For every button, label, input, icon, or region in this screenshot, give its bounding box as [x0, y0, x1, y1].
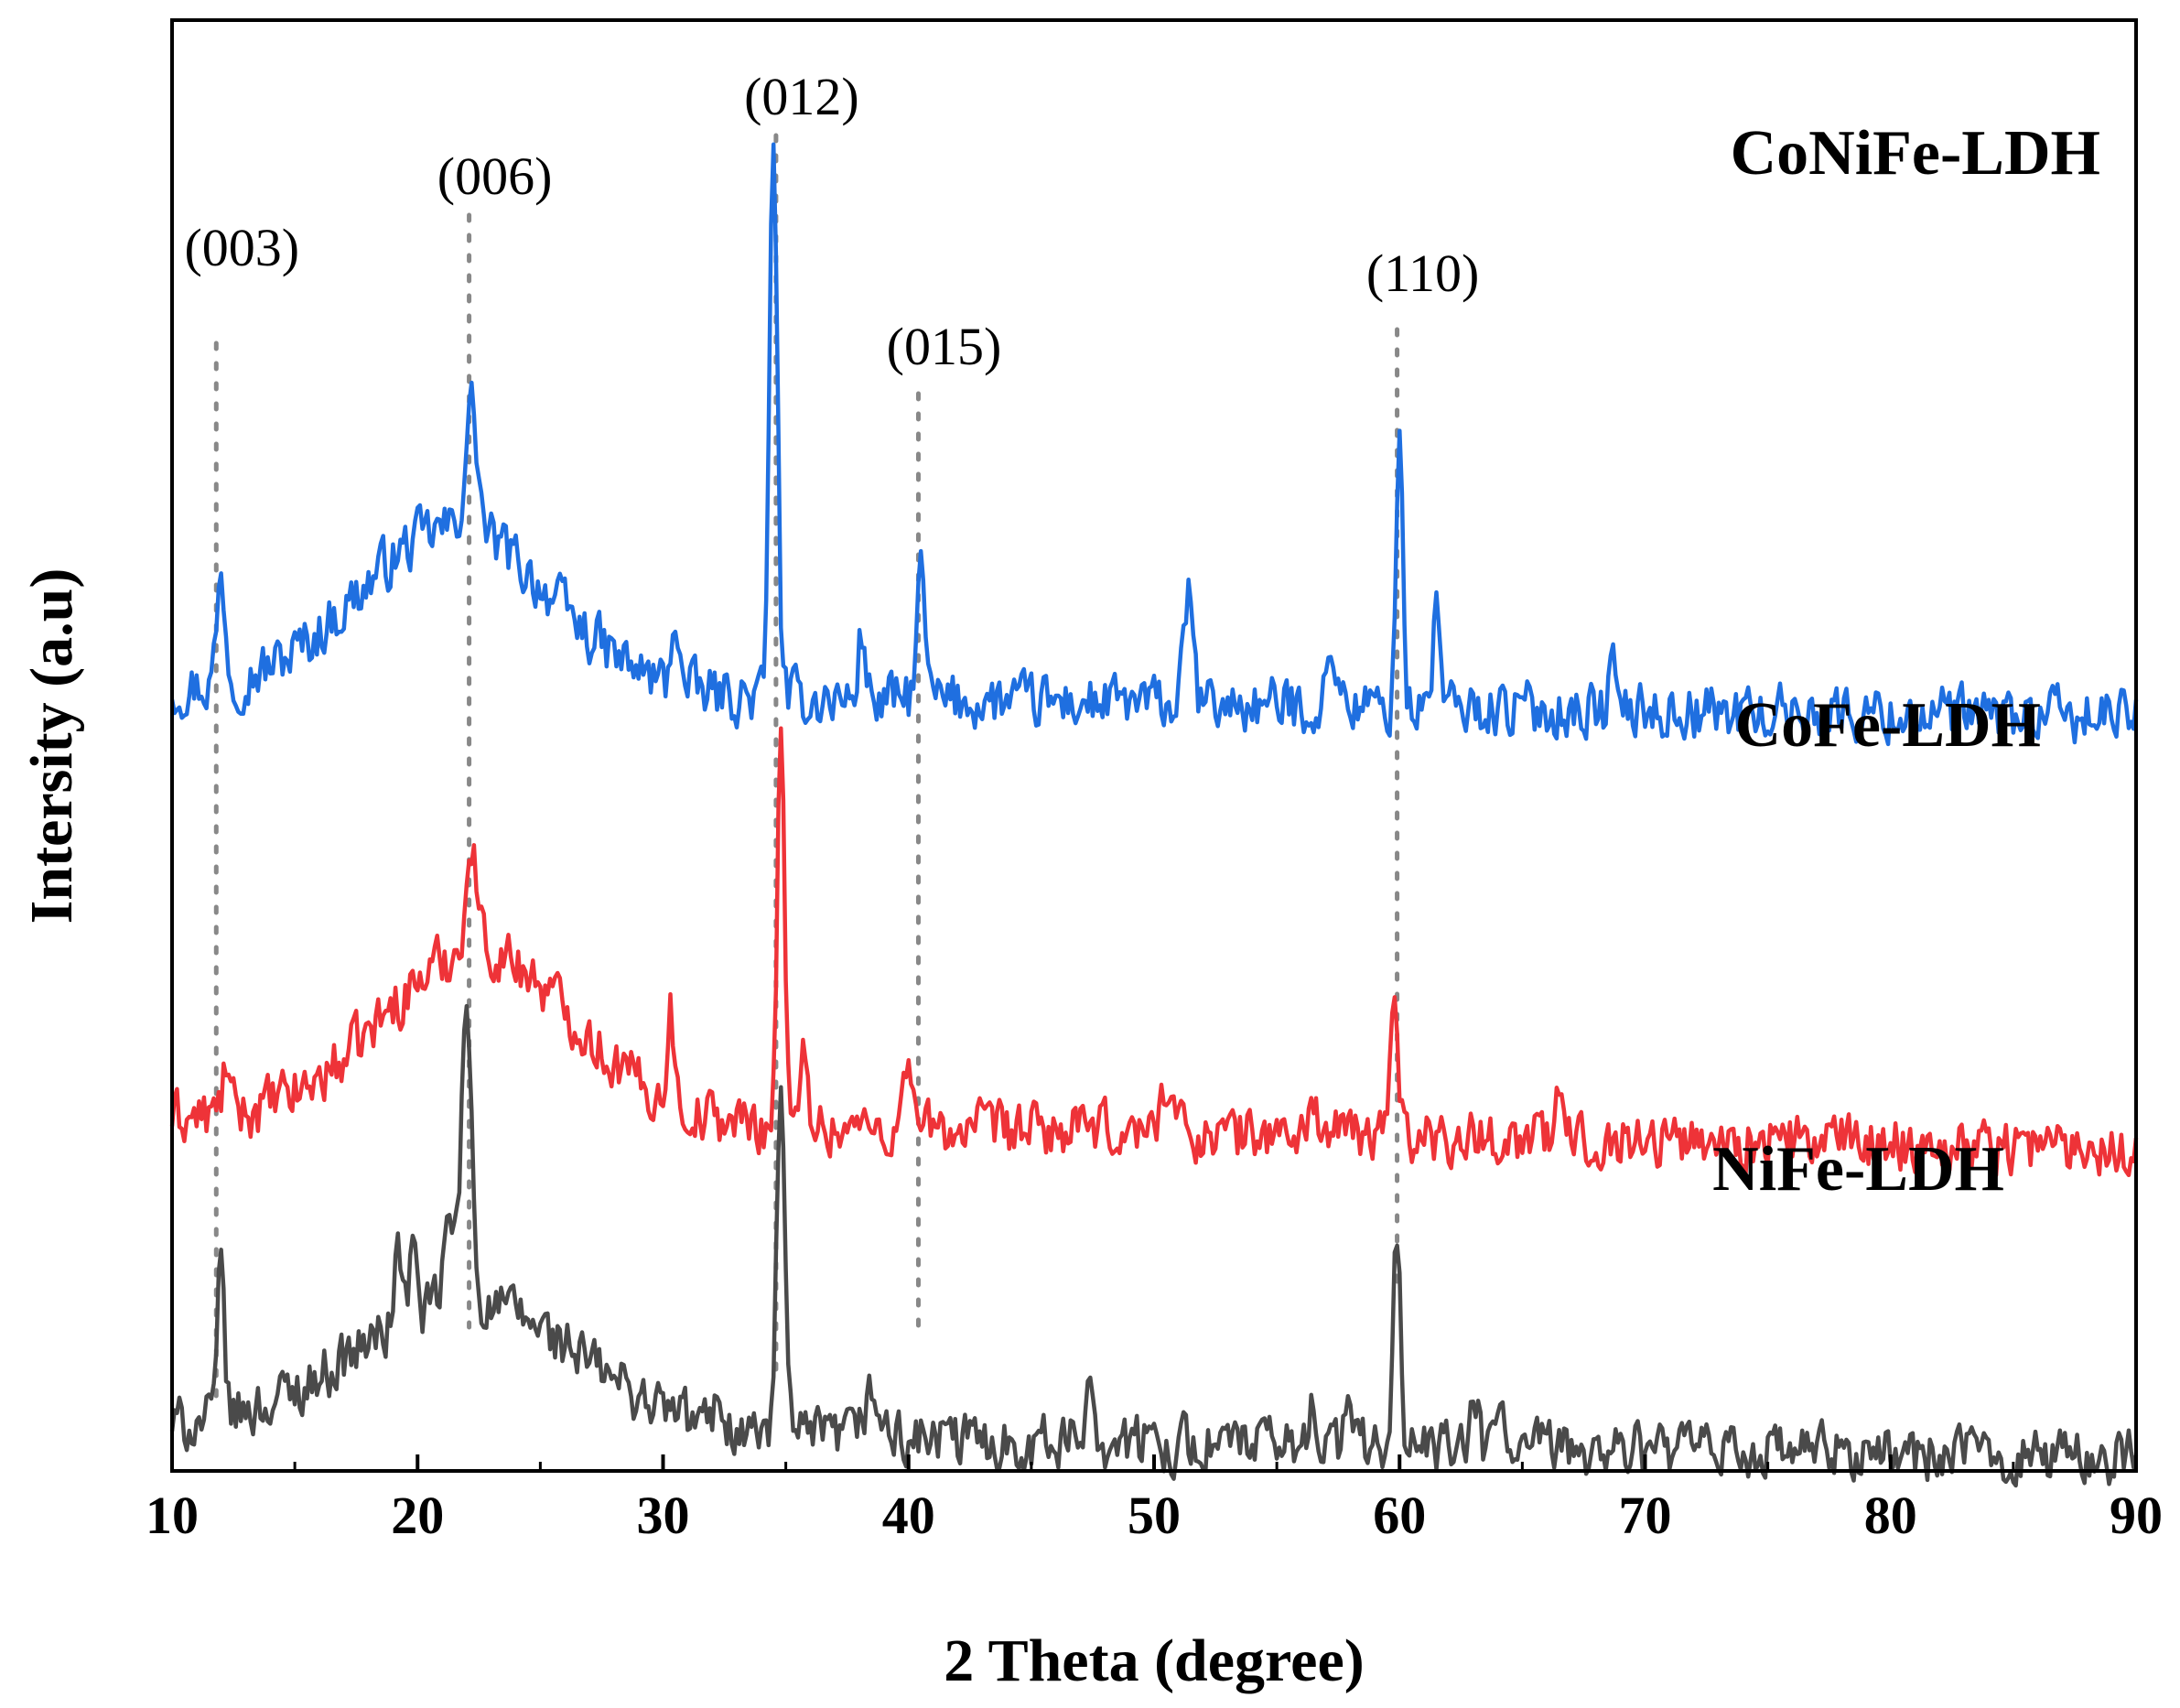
peak-label: (012): [744, 67, 859, 126]
x-axis-title: 2 Theta (degree): [944, 1627, 1364, 1694]
x-tick-label: 90: [2110, 1486, 2163, 1545]
x-tick-label: 70: [1619, 1486, 1672, 1545]
series-line-cofe-ldh: [169, 726, 2139, 1178]
y-axis-title: Intersity (a.u): [18, 568, 85, 924]
series-label: CoNiFe-LDH: [1731, 118, 2100, 189]
series-label: NiFe-LDH: [1712, 1134, 2004, 1205]
peak-label: (006): [437, 146, 553, 206]
x-tick-label: 40: [882, 1486, 935, 1545]
x-tick-label: 30: [637, 1486, 690, 1545]
x-tick-label: 80: [1864, 1486, 1917, 1545]
series-label: CoFe-LDH: [1735, 690, 2041, 761]
x-axis-ticks: 10 20 30 40 50 60 70 80 90: [146, 1454, 2163, 1545]
reference-lines: [213, 133, 1400, 1408]
peak-labels: (003) (006) (012) (015) (110): [184, 67, 1479, 376]
peak-label: (003): [184, 218, 299, 277]
x-tick-label: 60: [1373, 1486, 1426, 1545]
peak-label: (110): [1366, 243, 1479, 303]
x-tick-label: 50: [1128, 1486, 1181, 1545]
series-layer: [169, 142, 2139, 1488]
series-labels: CoNiFe-LDH CoFe-LDH NiFe-LDH: [1712, 118, 2100, 1205]
series-line-nife-ldh: [169, 1003, 2139, 1488]
peak-label: (015): [887, 317, 1002, 376]
series-line-conife-ldh: [169, 142, 2139, 747]
x-tick-label: 10: [146, 1486, 199, 1545]
x-tick-label: 20: [391, 1486, 444, 1545]
